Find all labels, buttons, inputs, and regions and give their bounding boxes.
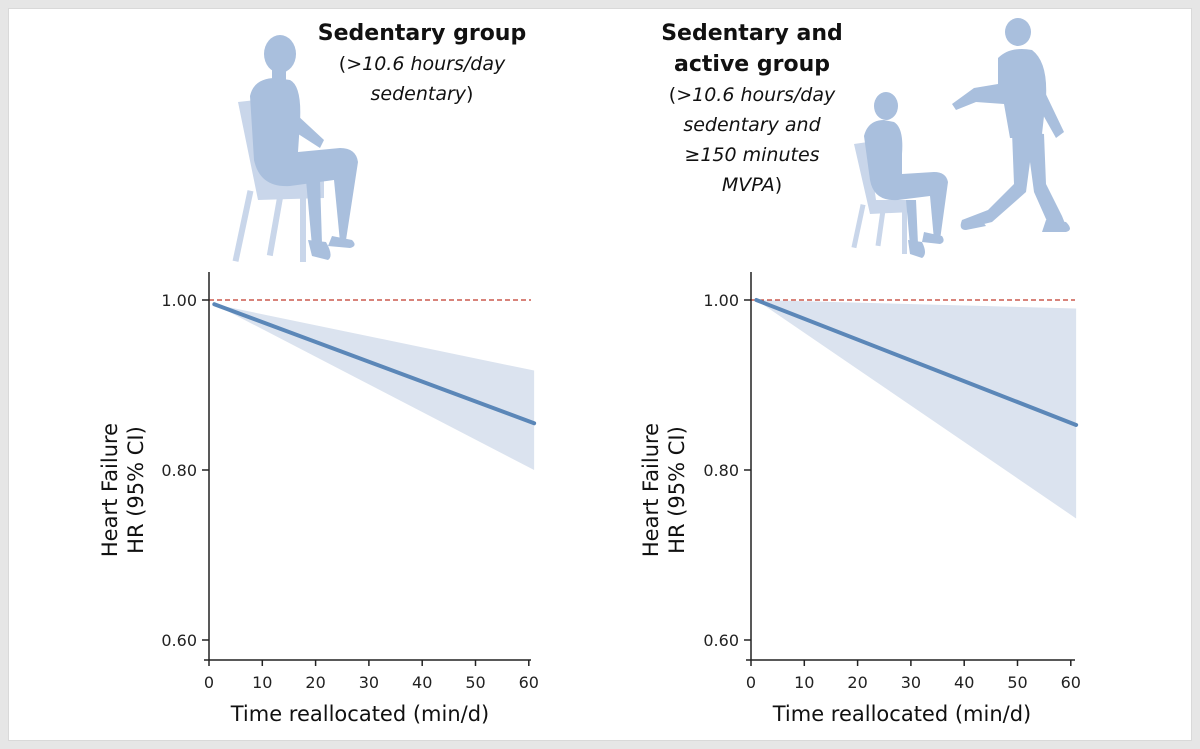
hr-estimate-line bbox=[212, 302, 537, 426]
x-tick-label: 60 bbox=[519, 673, 539, 692]
y-tick-label: 0.80 bbox=[703, 461, 739, 480]
x-tick-label: 0 bbox=[746, 673, 756, 692]
x-tick-label: 20 bbox=[847, 673, 867, 692]
panel-title-sedentary: Sedentary group (>10.6 hours/day sedenta… bbox=[300, 18, 544, 109]
x-tick-label: 10 bbox=[252, 673, 272, 692]
x-tick-label: 20 bbox=[305, 673, 325, 692]
x-tick-label: 30 bbox=[359, 673, 379, 692]
x-axis-title-right: Time reallocated (min/d) bbox=[772, 702, 1032, 726]
x-tick-label: 10 bbox=[794, 673, 814, 692]
x-tick-label: 40 bbox=[412, 673, 432, 692]
hr-estimate-line bbox=[754, 298, 1079, 427]
x-tick-label: 40 bbox=[954, 673, 974, 692]
seated-person-icon bbox=[232, 35, 358, 262]
y-tick-label: 1.00 bbox=[161, 291, 197, 310]
ci-band bbox=[214, 304, 535, 470]
x-tick-label: 50 bbox=[465, 673, 485, 692]
x-tick-label: 60 bbox=[1061, 673, 1081, 692]
panel-title-sedentary-active: Sedentary and active group (>10.6 hours/… bbox=[661, 21, 843, 196]
x-tick-label: 50 bbox=[1007, 673, 1027, 692]
y-tick-label: 1.00 bbox=[703, 291, 739, 310]
x-tick-label: 0 bbox=[204, 673, 214, 692]
y-tick-label: 0.60 bbox=[703, 631, 739, 650]
x-axis-title-left: Time reallocated (min/d) bbox=[230, 702, 490, 726]
y-tick-label: 0.80 bbox=[161, 461, 197, 480]
ci-band bbox=[756, 300, 1077, 519]
x-tick-label: 30 bbox=[901, 673, 921, 692]
y-tick-label: 0.60 bbox=[161, 631, 197, 650]
seated-and-walking-person-icon bbox=[851, 18, 1070, 258]
panel-title-text: Sedentary group bbox=[317, 21, 527, 46]
